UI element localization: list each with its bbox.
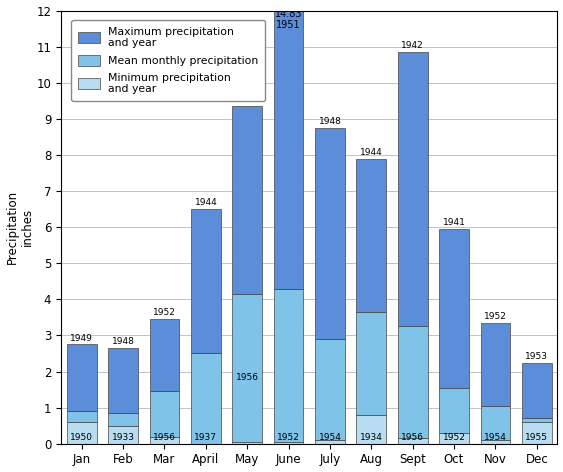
Text: 1953: 1953 [525,352,548,361]
Text: 1950: 1950 [70,433,93,442]
Text: 1948: 1948 [111,337,135,346]
Text: 1938: 1938 [236,95,259,104]
Text: 14.83
1951: 14.83 1951 [275,9,302,30]
Text: 1952: 1952 [484,312,507,321]
Bar [398,52,427,327]
Y-axis label: Precipitation
inches: Precipitation inches [6,190,34,264]
Bar [150,319,180,391]
Bar [67,422,97,444]
Bar [480,440,510,444]
Bar [150,391,180,437]
Bar [233,442,262,444]
Text: 1941: 1941 [443,218,466,227]
Bar [315,440,345,444]
Bar [150,437,180,444]
Text: 1949: 1949 [70,334,93,343]
Text: 1954: 1954 [319,433,341,442]
Bar [439,229,469,388]
Bar [274,288,303,442]
Text: 1952: 1952 [443,433,466,442]
Bar [67,345,97,411]
Bar [108,426,138,444]
Bar [398,438,427,444]
Bar [233,106,262,294]
Text: 1952: 1952 [277,433,300,442]
Bar [315,339,345,440]
Text: 1942: 1942 [401,41,424,50]
Bar [356,312,386,415]
Text: 1956: 1956 [153,433,176,442]
Legend: Maximum precipitation
and year, Mean monthly precipitation, Minimum precipitatio: Maximum precipitation and year, Mean mon… [72,20,265,101]
Bar [522,422,552,444]
Bar [191,209,221,354]
Bar [522,419,552,422]
Text: 1954: 1954 [484,433,507,442]
Text: 1944: 1944 [194,198,217,207]
Bar [67,411,97,422]
Bar [356,415,386,444]
Text: 1933: 1933 [111,433,135,442]
Bar [356,159,386,312]
Bar [480,406,510,440]
Bar [522,362,552,419]
Text: 1956: 1956 [236,372,259,382]
Bar [108,413,138,426]
Text: 1934: 1934 [360,433,383,442]
Text: 1956: 1956 [401,433,424,442]
Text: 1937: 1937 [194,433,217,442]
Bar [108,348,138,413]
Bar [315,128,345,339]
Text: 1944: 1944 [360,148,383,157]
Bar [274,0,303,288]
Text: 1955: 1955 [525,433,548,442]
Bar [439,388,469,433]
Bar [480,323,510,406]
Bar [398,327,427,438]
Bar [233,294,262,442]
Text: 1948: 1948 [319,117,341,126]
Bar [439,433,469,444]
Text: 1952: 1952 [153,308,176,317]
Bar [191,354,221,444]
Bar [274,442,303,444]
